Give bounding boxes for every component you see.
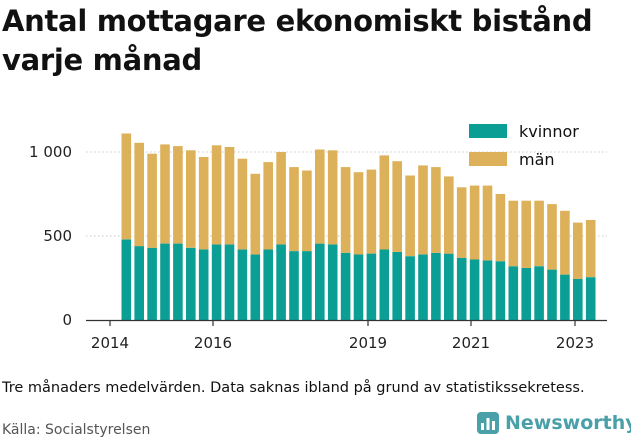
bar-kvinnor <box>418 254 428 320</box>
x-tick-label: 2021 <box>452 334 490 352</box>
bar-man <box>134 142 144 247</box>
bar-kvinnor <box>469 259 480 320</box>
bar-kvinnor <box>392 252 402 320</box>
bar-kvinnor <box>198 249 209 320</box>
bar-kvinnor <box>547 269 557 320</box>
bar-man <box>186 150 196 248</box>
bar-kvinnor <box>224 244 235 320</box>
bar-man <box>340 167 351 253</box>
x-tick-label: 2016 <box>194 334 232 352</box>
y-tick-label: 0 <box>62 311 72 329</box>
bar-kvinnor <box>534 266 544 320</box>
bar-man <box>573 222 583 279</box>
bar-man <box>237 158 248 250</box>
bar-man <box>366 169 377 254</box>
bar-man <box>469 185 480 260</box>
bar-man <box>456 187 467 258</box>
x-tick-label: 2014 <box>91 334 129 352</box>
bar-kvinnor <box>327 244 338 320</box>
bars <box>121 133 596 320</box>
bar-kvinnor <box>186 247 196 320</box>
bar-man <box>250 173 261 255</box>
bar-man <box>508 200 519 267</box>
bar-man <box>585 220 596 278</box>
bar-chart-logo-icon <box>477 412 499 434</box>
bar-kvinnor <box>456 257 467 320</box>
chart-note: Tre månaders medelvärden. Data saknas ib… <box>2 380 585 396</box>
bar-kvinnor <box>302 251 312 320</box>
bar-man <box>121 133 132 240</box>
bar-man <box>547 204 557 270</box>
bar-man <box>276 152 286 245</box>
bar-man <box>353 172 364 255</box>
brand-name: Newsworthy <box>505 412 631 434</box>
legend: kvinnor män <box>469 122 579 169</box>
bar-kvinnor <box>585 277 596 320</box>
legend-swatch <box>469 152 507 166</box>
bar-kvinnor <box>289 251 299 320</box>
bar-man <box>224 147 235 245</box>
y-tick-label: 500 <box>43 227 72 245</box>
legend-label: kvinnor <box>519 122 579 141</box>
y-tick-label: 1 000 <box>29 143 72 161</box>
bar-man <box>160 144 170 244</box>
bar-kvinnor <box>134 246 144 320</box>
bar-kvinnor <box>366 253 377 320</box>
bar-man <box>211 145 222 245</box>
bar-man <box>431 167 441 253</box>
bar-kvinnor <box>521 267 531 320</box>
x-axis: 2014 2016 2019 2021 2023 <box>86 319 607 352</box>
bar-man <box>444 176 454 254</box>
bar-kvinnor <box>444 253 454 320</box>
bar-kvinnor <box>495 261 506 320</box>
bar-kvinnor <box>573 278 583 320</box>
bar-kvinnor <box>482 260 493 320</box>
bar-kvinnor <box>340 252 351 320</box>
bar-kvinnor <box>121 239 132 320</box>
bar-man <box>495 194 506 262</box>
legend-label: män <box>519 150 555 169</box>
bar-kvinnor <box>160 243 170 320</box>
bar-man <box>302 170 312 252</box>
bar-kvinnor <box>379 249 390 320</box>
bar-man <box>392 161 402 252</box>
bar-kvinnor <box>263 249 273 320</box>
bar-kvinnor <box>508 266 519 320</box>
chart-title: Antal mottagare ekonomiskt bistånd varje… <box>2 4 593 77</box>
bar-man <box>521 200 531 268</box>
bar-kvinnor <box>250 254 261 320</box>
bar-kvinnor <box>147 247 157 320</box>
bar-kvinnor <box>405 256 415 320</box>
bar-kvinnor <box>237 249 248 320</box>
bar-man <box>289 167 299 252</box>
source-text: Källa: Socialstyrelsen <box>2 422 151 438</box>
bar-man <box>315 149 325 244</box>
bar-man <box>418 165 428 255</box>
chart-svg: 0 500 1 000 2014 2016 2019 2021 2023 kvinnor mä… <box>29 122 607 352</box>
bar-man <box>534 200 544 267</box>
bar-man <box>263 162 273 250</box>
legend-swatch <box>469 124 507 138</box>
bar-man <box>147 153 157 248</box>
bar-kvinnor <box>276 244 286 320</box>
y-axis: 0 500 1 000 <box>29 143 72 329</box>
bar-man <box>482 185 493 261</box>
brand-logo: Newsworthy <box>477 409 631 437</box>
x-tick-label: 2019 <box>349 334 387 352</box>
bar-kvinnor <box>560 274 570 320</box>
bar-man <box>173 146 183 244</box>
bar-kvinnor <box>315 243 325 320</box>
bar-kvinnor <box>431 252 441 320</box>
bar-man <box>198 157 209 250</box>
bar-kvinnor <box>173 243 183 320</box>
bar-kvinnor <box>211 244 222 320</box>
bar-man <box>327 150 338 245</box>
bar-man <box>405 175 415 257</box>
bar-man <box>379 155 390 250</box>
bar-man <box>560 210 570 275</box>
x-tick-label: 2023 <box>556 334 594 352</box>
bar-kvinnor <box>353 254 364 320</box>
